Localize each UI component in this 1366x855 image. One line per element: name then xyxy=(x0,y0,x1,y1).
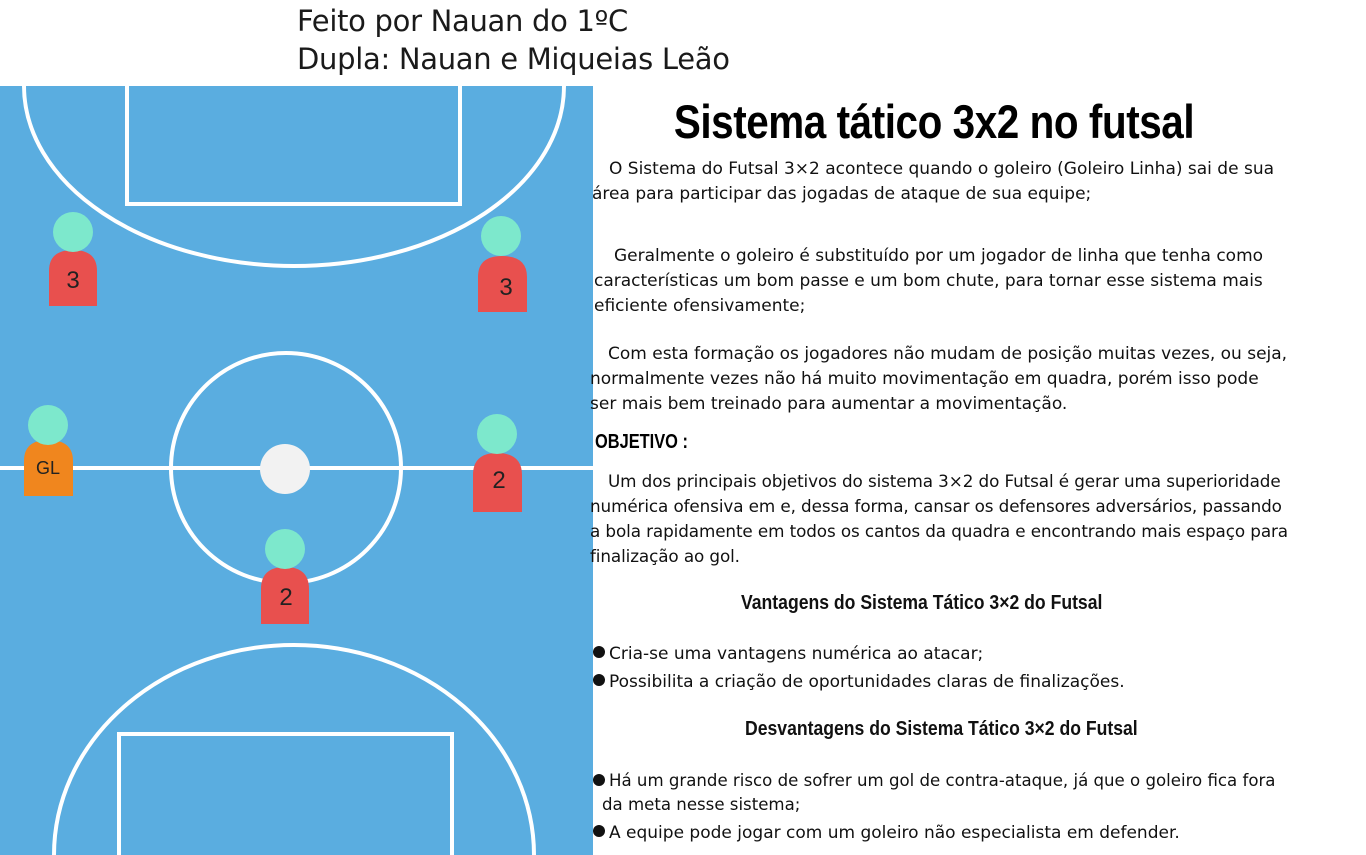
player-3-right: 3 xyxy=(478,216,527,312)
text-line: finalização ao gol. xyxy=(590,546,740,566)
player-3-left: 3 xyxy=(49,212,97,306)
page-title: Sistema tático 3x2 no futsal xyxy=(673,95,1195,148)
list-item: Possibilita a criação de oportunidades c… xyxy=(593,670,1125,694)
goalkeeper: GL xyxy=(24,405,73,496)
bullet-icon xyxy=(593,674,605,686)
text-line: ser mais bem treinado para aumentar a mo… xyxy=(590,394,1068,414)
list-item: A equipe pode jogar com um goleiro não e… xyxy=(593,821,1180,845)
player-2-center: 2 xyxy=(261,529,309,624)
player-label: 3 xyxy=(66,267,79,294)
bullet-icon xyxy=(593,773,605,786)
text-line: Geralmente o goleiro é substituído por u… xyxy=(614,246,1264,266)
top-penalty-box xyxy=(125,86,462,206)
list-item-text: da meta nesse sistema; xyxy=(602,795,801,814)
top-goal-area xyxy=(22,86,566,268)
text-line: Com esta formação os jogadores não mudam… xyxy=(608,344,1288,364)
list-item-text: Cria-se uma vantagens numérica ao atacar… xyxy=(609,644,984,664)
ball xyxy=(260,444,310,494)
vantagens-heading: Vantagens do Sistema Tático 3×2 do Futsa… xyxy=(741,592,1103,614)
bullet-icon xyxy=(593,825,605,837)
player-2-right: 2 xyxy=(473,414,522,512)
header-pair: Dupla: Nauan e Miqueias Leão xyxy=(297,42,730,76)
list-item-text: Possibilita a criação de oportunidades c… xyxy=(609,672,1125,692)
player-label: 2 xyxy=(279,584,292,611)
list-item: Há um grande risco de sofrer um gol de c… xyxy=(593,769,1275,817)
text-line: O Sistema do Futsal 3×2 acontece quando … xyxy=(609,159,1275,179)
player-label: 2 xyxy=(492,467,505,494)
paragraph-intro: O Sistema do Futsal 3×2 acontece quando … xyxy=(592,157,1274,207)
paragraph-objetivo: Um dos principais objetivos do sistema 3… xyxy=(590,469,1288,569)
text-line: numérica ofensiva em e, dessa forma, can… xyxy=(590,496,1282,516)
futsal-court: 3 3 GL 2 2 xyxy=(0,86,593,855)
text-line: eficiente ofensivamente; xyxy=(594,296,806,316)
list-item: Cria-se uma vantagens numérica ao atacar… xyxy=(593,642,983,666)
header: Feito por Nauan do 1ºC Dupla: Nauan e Mi… xyxy=(297,2,730,78)
paragraph-goalkeeper: Geralmente o goleiro é substituído por u… xyxy=(592,244,1263,319)
list-item-text: Há um grande risco de sofrer um gol de c… xyxy=(609,771,1276,790)
paragraph-formation: Com esta formação os jogadores não mudam… xyxy=(590,342,1287,417)
desvantagens-heading: Desvantagens do Sistema Tático 3×2 do Fu… xyxy=(745,718,1138,740)
text-line: características um bom passe e um bom ch… xyxy=(594,271,1263,291)
bottom-penalty-box xyxy=(117,732,454,855)
player-label: 3 xyxy=(499,274,512,301)
header-author: Feito por Nauan do 1ºC xyxy=(297,4,628,38)
bottom-goal-area xyxy=(52,643,536,855)
text-line: Um dos principais objetivos do sistema 3… xyxy=(608,471,1281,491)
court-diagram: 3 3 GL 2 2 xyxy=(0,86,593,855)
text-line: a bola rapidamente em todos os cantos da… xyxy=(590,521,1288,541)
bullet-icon xyxy=(593,646,605,658)
player-label: GL xyxy=(36,458,60,478)
objetivo-heading: OBJETIVO : xyxy=(595,431,688,453)
text-line: normalmente vezes não há muito movimenta… xyxy=(590,369,1259,389)
list-item-text: A equipe pode jogar com um goleiro não e… xyxy=(609,823,1180,843)
text-line: área para participar das jogadas de ataq… xyxy=(592,184,1092,204)
